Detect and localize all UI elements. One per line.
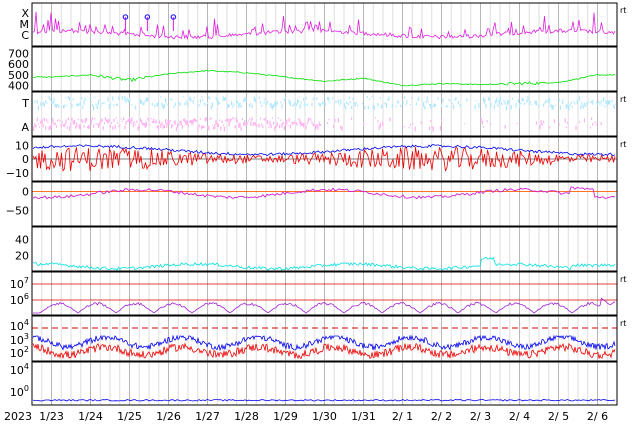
panel-5-frame (31, 181, 618, 227)
hep-tick-1e0: 100 (10, 384, 29, 399)
x-tick-label-3: 1/25 (117, 410, 142, 423)
xray-class-label-X: X (21, 7, 29, 20)
panel-8-rt-label: rt (620, 319, 626, 328)
xray-flux-line (32, 11, 616, 41)
panel-8-frame (31, 315, 618, 362)
density-tick-20: 20 (15, 249, 29, 262)
x-tick-label-7: 1/29 (273, 410, 298, 423)
phi-tick-0: 0 (22, 186, 29, 199)
panel-7-frame (31, 271, 618, 316)
abundance-label: A (21, 121, 29, 134)
temperature-label: T (21, 97, 29, 110)
electron-tick-1e7: 107 (10, 276, 29, 291)
temperature-abundance-scatter (33, 96, 617, 132)
density-tick-40: 40 (15, 234, 29, 247)
phi-angle-line (32, 186, 616, 200)
panel-4-frame (31, 136, 618, 182)
imf-tick-2: −10 (6, 167, 29, 180)
hep-tick-1e4: 104 (10, 362, 29, 377)
x-tick-label-9: 1/31 (351, 410, 376, 423)
x-tick-label-8: 1/30 (312, 410, 337, 423)
x-tick-label-13: 2/ 4 (509, 410, 530, 423)
imf-bt-line (32, 144, 616, 157)
flare-marker-2 (144, 14, 151, 20)
panel-1-rt-label: rt (620, 6, 626, 15)
proton-low-energy-line (32, 334, 616, 352)
x-tick-label-12: 2/ 3 (470, 410, 491, 423)
imf-tick-0: 10 (15, 139, 29, 152)
panel-1-frame (31, 2, 618, 47)
panel-9-frame (31, 361, 618, 406)
x-tick-label-10: 2/ 1 (392, 410, 413, 423)
xray-class-label-M: M (20, 18, 30, 31)
proton-tick-1e2: 102 (10, 345, 29, 360)
speed-tick-700: 700 (8, 47, 29, 60)
density-line (32, 256, 616, 271)
proton-tick-1e3: 103 (10, 332, 29, 347)
electron-tick-1e6: 106 (10, 292, 29, 307)
proton-tick-1e4: 104 (10, 318, 29, 333)
high-energy-proton-line (32, 399, 616, 402)
x-tick-label-15: 2/ 6 (587, 410, 608, 423)
panel-2-frame (31, 46, 618, 92)
flare-marker-3 (170, 14, 177, 20)
x-axis-year-label: 2023 (4, 410, 32, 423)
x-tick-label-2: 1/24 (78, 410, 103, 423)
speed-tick-600: 600 (8, 58, 29, 71)
x-tick-label-1: 1/23 (39, 410, 64, 423)
panel-6-frame (31, 226, 618, 272)
imf-tick-1: 0 (22, 153, 29, 166)
panel-4-rt-label: rt (620, 140, 626, 149)
x-tick-label-11: 2/ 2 (431, 410, 452, 423)
proton-high-energy-line (32, 342, 616, 360)
solar-wind-speed-line (32, 69, 615, 87)
panel-7-rt-label: rt (620, 275, 626, 284)
speed-tick-500: 500 (8, 69, 29, 82)
x-tick-label-14: 2/ 5 (548, 410, 569, 423)
x-tick-label-6: 1/28 (234, 410, 259, 423)
x-tick-label-4: 1/26 (156, 410, 181, 423)
xray-class-label-C: C (21, 29, 29, 42)
flare-marker-1 (122, 14, 129, 20)
x-tick-label-5: 1/27 (195, 410, 220, 423)
imf-bz-line (32, 146, 616, 172)
phi-tick-1: −50 (6, 205, 29, 218)
panel-3-frame (31, 91, 618, 137)
speed-tick-400: 400 (8, 80, 29, 93)
electron-flux-line (33, 297, 616, 314)
panel-3-rt-label: rt (620, 95, 626, 104)
grid-lines (31, 3, 618, 405)
